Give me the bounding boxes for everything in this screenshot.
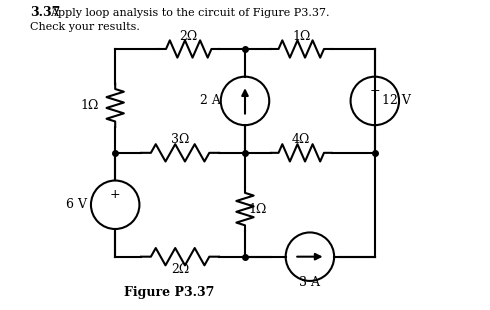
Text: 4Ω: 4Ω: [292, 133, 311, 146]
Text: 1Ω: 1Ω: [80, 99, 98, 112]
Text: Figure P3.37: Figure P3.37: [124, 286, 214, 299]
Text: 6 V: 6 V: [66, 198, 87, 211]
Text: Check your results.: Check your results.: [30, 22, 140, 32]
Text: 1Ω: 1Ω: [249, 203, 267, 215]
Text: +: +: [369, 84, 380, 97]
Text: 3.37: 3.37: [30, 6, 61, 19]
Text: 2 A: 2 A: [200, 95, 221, 107]
Text: Apply loop analysis to the circuit of Figure P3.37.: Apply loop analysis to the circuit of Fi…: [50, 8, 330, 18]
Text: 2Ω: 2Ω: [180, 29, 198, 42]
Text: 3 A: 3 A: [299, 276, 320, 289]
Text: 1Ω: 1Ω: [292, 29, 311, 42]
Text: 2Ω: 2Ω: [171, 263, 189, 276]
Text: +: +: [110, 188, 121, 201]
Text: 3Ω: 3Ω: [171, 133, 189, 146]
Text: 12 V: 12 V: [382, 95, 411, 107]
